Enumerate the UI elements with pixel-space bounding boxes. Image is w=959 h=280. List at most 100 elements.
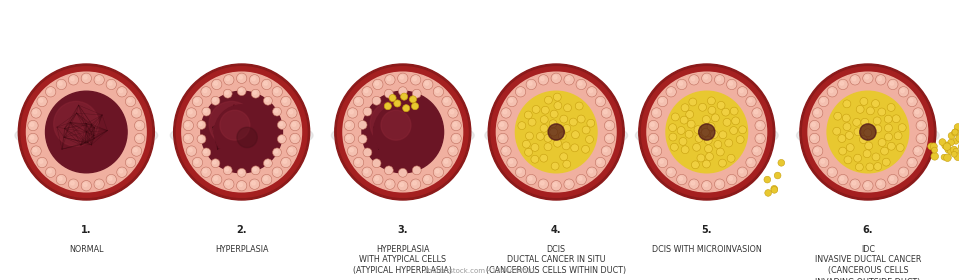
Circle shape xyxy=(838,174,848,185)
Circle shape xyxy=(237,181,246,191)
Circle shape xyxy=(800,64,936,200)
Circle shape xyxy=(385,103,391,110)
Circle shape xyxy=(867,107,875,115)
Circle shape xyxy=(758,136,760,139)
Circle shape xyxy=(71,77,74,81)
Circle shape xyxy=(697,154,705,162)
Circle shape xyxy=(945,147,951,153)
Ellipse shape xyxy=(485,120,627,151)
Circle shape xyxy=(685,130,693,138)
Circle shape xyxy=(174,64,310,200)
Circle shape xyxy=(237,127,257,148)
Circle shape xyxy=(183,120,194,131)
Circle shape xyxy=(68,179,79,189)
Circle shape xyxy=(344,120,355,131)
Circle shape xyxy=(498,120,508,131)
Circle shape xyxy=(739,89,743,93)
Circle shape xyxy=(691,77,694,81)
Circle shape xyxy=(264,177,268,180)
Circle shape xyxy=(410,75,421,85)
Circle shape xyxy=(48,169,52,173)
Circle shape xyxy=(253,91,256,94)
Ellipse shape xyxy=(171,120,313,151)
Text: (ATYPICAL HYPERPLASIA): (ATYPICAL HYPERPLASIA) xyxy=(353,267,453,276)
Circle shape xyxy=(586,136,594,143)
Circle shape xyxy=(714,179,725,189)
Circle shape xyxy=(425,177,429,180)
Circle shape xyxy=(872,153,880,161)
Circle shape xyxy=(746,157,756,168)
Circle shape xyxy=(571,144,578,152)
Circle shape xyxy=(897,144,904,151)
Circle shape xyxy=(550,110,558,118)
Circle shape xyxy=(582,126,590,134)
Circle shape xyxy=(96,181,100,185)
Circle shape xyxy=(451,120,461,131)
Circle shape xyxy=(830,169,833,173)
Circle shape xyxy=(647,72,766,192)
Circle shape xyxy=(840,177,844,180)
Circle shape xyxy=(385,75,395,85)
Circle shape xyxy=(838,79,848,90)
Text: HYPERPLASIA: HYPERPLASIA xyxy=(376,244,430,253)
Circle shape xyxy=(892,115,901,123)
Circle shape xyxy=(553,139,561,147)
Circle shape xyxy=(212,174,222,185)
Text: 1.: 1. xyxy=(82,225,91,235)
Circle shape xyxy=(126,96,135,107)
Circle shape xyxy=(277,135,287,144)
Circle shape xyxy=(71,181,74,185)
Circle shape xyxy=(658,96,667,107)
Circle shape xyxy=(596,96,605,107)
Circle shape xyxy=(679,81,683,85)
Circle shape xyxy=(692,143,700,151)
Circle shape xyxy=(203,89,207,93)
Circle shape xyxy=(815,110,818,114)
Circle shape xyxy=(83,183,87,186)
Circle shape xyxy=(827,91,909,173)
Circle shape xyxy=(698,124,715,140)
Circle shape xyxy=(679,177,683,180)
Circle shape xyxy=(262,79,271,90)
Circle shape xyxy=(577,115,585,123)
Circle shape xyxy=(94,179,105,189)
Circle shape xyxy=(854,128,862,136)
Circle shape xyxy=(212,79,222,90)
Circle shape xyxy=(778,159,784,166)
Circle shape xyxy=(372,96,381,105)
Circle shape xyxy=(562,142,570,150)
Circle shape xyxy=(915,148,919,152)
Circle shape xyxy=(541,106,550,114)
Circle shape xyxy=(540,116,549,123)
Circle shape xyxy=(931,153,939,160)
Circle shape xyxy=(551,73,561,83)
Circle shape xyxy=(394,100,401,107)
Circle shape xyxy=(213,98,216,101)
Circle shape xyxy=(899,87,909,97)
Circle shape xyxy=(264,96,272,105)
Circle shape xyxy=(865,183,869,186)
Circle shape xyxy=(48,89,52,93)
Circle shape xyxy=(400,75,404,79)
Circle shape xyxy=(272,167,283,177)
Circle shape xyxy=(730,107,738,115)
Circle shape xyxy=(550,128,557,136)
Circle shape xyxy=(691,161,699,169)
Circle shape xyxy=(226,181,229,185)
Circle shape xyxy=(603,148,607,152)
Circle shape xyxy=(223,89,232,98)
Circle shape xyxy=(722,108,730,116)
Circle shape xyxy=(237,87,246,96)
Circle shape xyxy=(576,174,586,185)
Circle shape xyxy=(412,89,421,98)
Circle shape xyxy=(199,137,202,140)
Text: DUCTAL CANCER IN SITU: DUCTAL CANCER IN SITU xyxy=(507,255,605,265)
Circle shape xyxy=(34,148,36,152)
Circle shape xyxy=(279,122,283,125)
Circle shape xyxy=(197,135,206,144)
Circle shape xyxy=(752,146,762,156)
Circle shape xyxy=(515,167,526,177)
Circle shape xyxy=(509,99,513,102)
Text: INVASIVE DUCTAL CANCER: INVASIVE DUCTAL CANCER xyxy=(815,255,921,265)
Circle shape xyxy=(716,148,724,156)
